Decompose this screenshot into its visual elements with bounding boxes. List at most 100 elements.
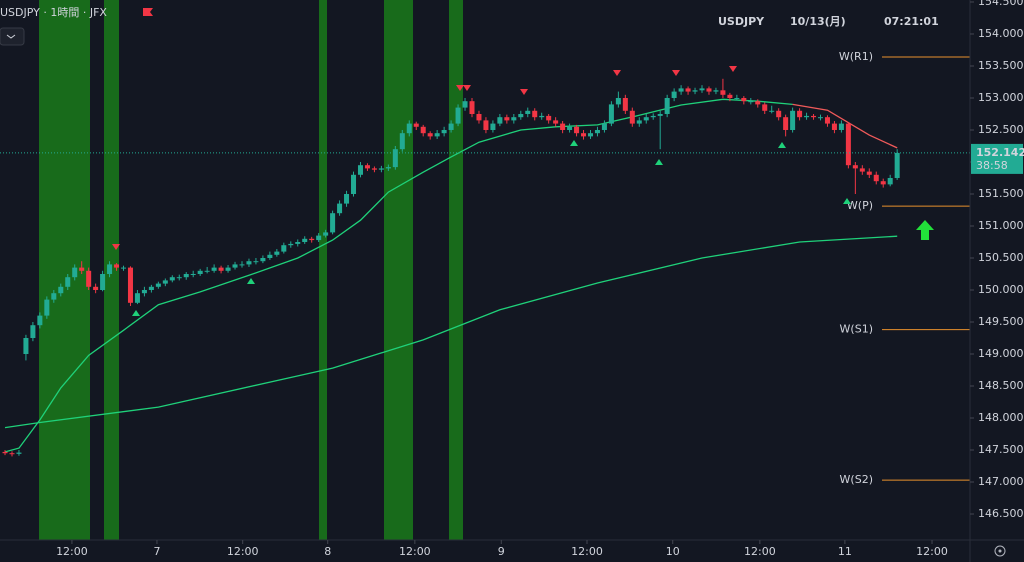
candle-body — [65, 277, 71, 287]
candle-body — [190, 274, 196, 276]
session-band — [449, 0, 463, 540]
candle-body — [385, 167, 391, 169]
flag-icon — [143, 8, 153, 16]
candle-body — [608, 104, 614, 124]
x-tick-label: 12:00 — [916, 545, 948, 558]
candle-body — [302, 238, 308, 242]
candle-body — [769, 110, 775, 112]
candle-body — [434, 133, 440, 137]
candle-body — [225, 267, 231, 271]
moving-average — [4, 98, 793, 453]
candle-body — [581, 133, 587, 137]
buy-signal — [247, 278, 255, 284]
candle-body — [873, 174, 879, 182]
sell-signal — [463, 85, 471, 91]
candle-body — [741, 97, 747, 102]
candle-body — [790, 110, 796, 130]
candle-body — [295, 241, 301, 244]
candle-body — [114, 264, 120, 268]
candle-body — [525, 110, 531, 114]
sell-signal — [672, 70, 680, 76]
sell-signal — [729, 66, 737, 72]
clock-date: 10/13(月) — [790, 15, 846, 28]
candle-body — [239, 264, 245, 266]
session-band — [319, 0, 327, 540]
sell-signal — [520, 89, 528, 95]
y-tick-label: 149.500 — [978, 315, 1024, 328]
candle-body — [371, 168, 377, 170]
x-tick-label: 10 — [666, 545, 680, 558]
candle-body — [476, 113, 482, 121]
candle-body — [141, 290, 147, 294]
pivot-label: W(P) — [847, 199, 873, 212]
candle-body — [392, 149, 398, 168]
y-tick-label: 150.500 — [978, 251, 1024, 264]
candle-body — [2, 451, 8, 454]
candle-body — [553, 120, 559, 124]
candle-body — [16, 452, 22, 454]
candle-body — [511, 117, 517, 121]
candle-body — [107, 264, 113, 275]
candle-body — [497, 117, 503, 124]
candle-body — [713, 90, 719, 92]
candle-body — [441, 129, 447, 134]
candle-body — [657, 113, 663, 116]
candle-body — [783, 117, 789, 130]
candle-body — [845, 123, 851, 166]
candle-body — [518, 113, 524, 118]
candle-body — [567, 126, 573, 130]
candle-body — [218, 267, 224, 271]
x-tick-label: 11 — [838, 545, 852, 558]
symbol-line: USDJPY · 1時間 · JFX — [0, 6, 107, 19]
candle-body — [260, 257, 266, 262]
y-tick-label: 151.000 — [978, 219, 1024, 232]
collapse-button[interactable] — [0, 27, 25, 46]
candle-body — [664, 97, 670, 114]
y-tick-label: 147.500 — [978, 443, 1024, 456]
candle-body — [155, 283, 161, 287]
candle-body — [288, 243, 294, 246]
candle-body — [197, 270, 203, 275]
candle-body — [148, 286, 154, 291]
candle-body — [51, 293, 57, 300]
sell-signal — [112, 244, 120, 250]
candle-body — [162, 280, 168, 284]
candle-body — [622, 97, 628, 111]
candle-body — [671, 91, 677, 98]
candle-body — [574, 126, 580, 134]
candle-body — [357, 165, 363, 175]
plot: W(R1) W(P) W(S1) W(S2) — [0, 50, 970, 486]
candle-body — [483, 120, 489, 130]
candle-body — [176, 277, 182, 279]
candle-body — [455, 107, 461, 124]
candle-body — [734, 97, 740, 99]
candle-body — [253, 261, 259, 263]
x-tick-label: 9 — [498, 545, 505, 558]
candle-body — [727, 94, 733, 98]
countdown-label: 38:58 — [976, 159, 1008, 172]
candle-body — [79, 267, 85, 271]
candle-body — [413, 123, 419, 127]
y-tick-label: 152.500 — [978, 123, 1024, 136]
candle-body — [532, 110, 538, 118]
candle-body — [824, 117, 830, 124]
candle-body — [490, 123, 496, 130]
candle-body — [755, 101, 761, 105]
settings-icon-dot — [998, 549, 1002, 553]
candle-body — [887, 177, 893, 185]
candle-body — [560, 123, 566, 130]
settings-icon[interactable] — [994, 545, 1006, 557]
candle-body — [323, 232, 329, 236]
candle-body — [838, 123, 844, 130]
candle-body — [246, 261, 252, 265]
y-tick-label: 149.000 — [978, 347, 1024, 360]
y-tick-label: 148.500 — [978, 379, 1024, 392]
candle-body — [30, 325, 36, 339]
candle-body — [86, 270, 92, 287]
y-tick-label: 153.500 — [978, 59, 1024, 72]
candle-body — [587, 133, 593, 137]
candle-body — [364, 165, 370, 169]
x-tick-label: 12:00 — [399, 545, 431, 558]
